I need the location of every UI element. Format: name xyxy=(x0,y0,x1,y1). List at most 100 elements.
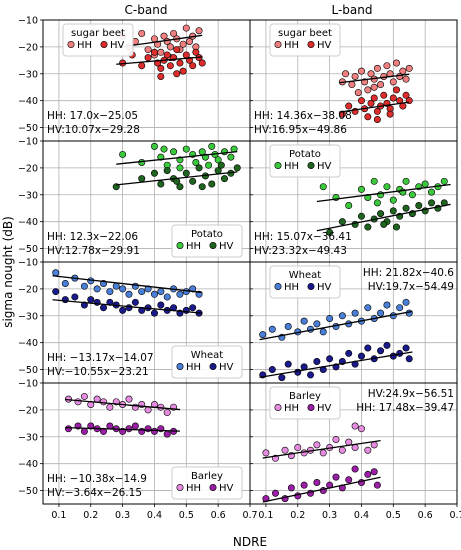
data-point xyxy=(300,481,308,489)
fit-line xyxy=(339,101,410,113)
legend-label-hh: HH xyxy=(186,241,201,252)
equation-label: HH: −13.17x−14.07 xyxy=(47,352,154,364)
data-point xyxy=(313,357,321,365)
data-point xyxy=(338,218,346,226)
data-point xyxy=(106,288,114,296)
fit-line xyxy=(316,203,451,232)
series-hh xyxy=(259,298,413,341)
equation-label: HV:23.32x−49.43 xyxy=(254,245,347,257)
data-point xyxy=(182,24,190,32)
series-hv xyxy=(116,46,206,80)
y-tick-label: −40 xyxy=(18,96,38,107)
data-point xyxy=(157,180,165,188)
data-point xyxy=(221,148,229,156)
data-point xyxy=(87,422,95,430)
data-point xyxy=(208,180,216,188)
data-point xyxy=(221,175,229,183)
data-point xyxy=(182,306,190,314)
data-point xyxy=(284,323,292,331)
data-point xyxy=(138,62,146,70)
legend-label-hh: HH xyxy=(186,483,201,494)
data-point xyxy=(370,83,378,91)
legend-label-hh: HH xyxy=(284,161,299,172)
legend-marker-hh xyxy=(176,362,184,370)
data-point xyxy=(287,484,295,492)
data-point xyxy=(125,304,133,312)
data-point xyxy=(150,169,158,177)
x-tick-label: 0.5 xyxy=(386,510,401,521)
data-point xyxy=(319,328,327,336)
data-point xyxy=(93,285,101,293)
data-point xyxy=(357,425,365,433)
series-hh xyxy=(316,177,451,210)
data-point xyxy=(125,290,133,298)
legend-marker-hh xyxy=(67,40,75,48)
data-point xyxy=(332,435,340,443)
legend-title: Barley xyxy=(191,471,223,482)
data-point xyxy=(138,175,146,183)
data-point xyxy=(182,145,190,153)
data-point xyxy=(428,188,436,196)
data-point xyxy=(364,304,372,312)
data-point xyxy=(370,468,378,476)
legend-label-hv: HV xyxy=(219,483,234,494)
data-point xyxy=(326,355,334,363)
fit-line xyxy=(339,73,410,84)
y-tick-label: −30 xyxy=(18,190,38,201)
data-point xyxy=(179,67,187,75)
legend-title: Potato xyxy=(289,149,321,160)
data-point xyxy=(100,304,108,312)
data-point xyxy=(71,293,79,301)
data-point xyxy=(182,169,190,177)
x-tick-label: 0.4 xyxy=(354,510,369,521)
data-point xyxy=(80,282,88,290)
x-tick-label: 0.7 xyxy=(242,510,257,521)
data-point xyxy=(198,183,206,191)
data-point xyxy=(342,70,350,78)
data-point xyxy=(345,202,353,210)
series-hh xyxy=(262,422,381,462)
data-point xyxy=(389,196,397,204)
panel-sugar_beet-c-band: −10 −20 −30 −40 −50 HH: 17.0x−25.05 HV:10.07x−… xyxy=(18,16,251,142)
data-point xyxy=(389,78,397,86)
data-point xyxy=(61,280,69,288)
data-point xyxy=(157,288,165,296)
data-point xyxy=(268,366,276,374)
column-title-c-band: C-band xyxy=(125,3,168,17)
equation-label: HV:−10.55x−23.21 xyxy=(47,366,149,378)
panel-frame xyxy=(249,382,458,505)
data-point xyxy=(383,341,391,349)
series-hh xyxy=(116,142,238,172)
data-point xyxy=(364,86,372,94)
series-hv xyxy=(64,422,180,438)
legend-title: sugar beet xyxy=(71,28,125,39)
data-point xyxy=(157,64,165,72)
legend-label-hv: HV xyxy=(317,161,332,172)
y-tick-label: −30 xyxy=(18,69,38,80)
data-point xyxy=(192,159,200,167)
legend-title: sugar beet xyxy=(278,28,332,39)
equation-label: HV:−3.64x−26.15 xyxy=(47,487,142,499)
y-tick-label: −10 xyxy=(18,258,38,269)
y-tick-label: −20 xyxy=(18,284,38,295)
data-point xyxy=(233,164,241,172)
data-point xyxy=(373,481,381,489)
y-tick-label: −10 xyxy=(18,16,38,27)
data-point xyxy=(377,309,385,317)
data-point xyxy=(163,51,171,59)
legend-marker-hv xyxy=(209,242,217,250)
data-point xyxy=(144,406,152,414)
legend-frame xyxy=(269,386,341,420)
series-hv xyxy=(259,341,413,382)
fit-line xyxy=(65,426,180,432)
data-point xyxy=(163,167,171,175)
data-point xyxy=(373,115,381,123)
data-point xyxy=(402,204,410,212)
data-point xyxy=(125,425,133,433)
equation-label: HH: 15.07x−36.41 xyxy=(254,231,352,243)
data-point xyxy=(399,67,407,75)
y-axis-label: sigma nought (dB) xyxy=(1,216,15,328)
data-point xyxy=(138,29,146,37)
